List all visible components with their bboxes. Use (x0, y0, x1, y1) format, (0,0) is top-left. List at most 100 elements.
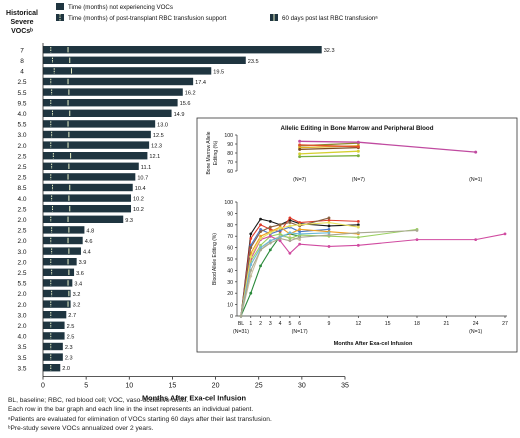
blood-point (268, 241, 272, 245)
blood-point (327, 245, 331, 248)
historical-voc-label: 3.5 (17, 344, 26, 351)
bar-value-label: 32.3 (324, 48, 335, 54)
blood-point (356, 231, 360, 235)
bar (43, 183, 133, 192)
blood-x-tick-label: 2 (259, 321, 262, 327)
bm-series-line (299, 144, 359, 148)
blood-point (249, 291, 253, 295)
footnote-a: ᵃPatients are evaluated for elimination … (8, 415, 272, 423)
blood-point (278, 226, 282, 230)
blood-point (503, 232, 507, 236)
bm-y-tick-label: 60 (227, 169, 233, 175)
blood-x-tick-label: 6 (298, 321, 301, 327)
bar (43, 300, 71, 308)
historical-voc-label: 2.5 (17, 228, 26, 235)
y-axis-heading: Severe (11, 19, 34, 26)
blood-point (278, 229, 282, 232)
blood-n-label: (N=31) (233, 329, 249, 335)
blood-x-tick-label: 15 (385, 321, 391, 327)
x-tick-label: 0 (41, 383, 45, 390)
blood-point (259, 223, 262, 227)
blood-point (356, 219, 360, 223)
blood-y-axis-title: Blood Allele Editing (%) (212, 233, 218, 285)
bar-value-label: 2.3 (65, 345, 73, 351)
historical-voc-label: 5.5 (17, 122, 26, 129)
blood-y-tick-label: 100 (224, 200, 233, 206)
blood-point (268, 234, 272, 238)
bar (43, 247, 81, 255)
blood-point (268, 227, 272, 231)
blood-point (327, 233, 331, 237)
bar (43, 332, 65, 340)
historical-voc-label: 2.5 (17, 175, 26, 182)
x-tick-label: 35 (341, 383, 349, 390)
blood-point (288, 224, 292, 228)
historical-voc-label: 7 (20, 47, 24, 54)
historical-voc-label: 3.0 (17, 312, 26, 319)
bm-point (298, 147, 302, 151)
bar (43, 120, 156, 128)
bar-value-label: 3.2 (73, 292, 81, 298)
blood-y-tick-label: 70 (227, 234, 233, 240)
bar-value-label: 16.2 (185, 91, 196, 97)
bm-series-line (299, 155, 359, 158)
blood-point (298, 227, 302, 231)
blood-x-tick-label: 4 (279, 321, 282, 327)
bm-y-tick-label: 90 (227, 142, 233, 148)
blood-point (288, 237, 292, 240)
historical-voc-label: 8.5 (17, 185, 26, 192)
bar-value-label: 2.5 (67, 334, 75, 340)
blood-point (327, 224, 331, 228)
blood-point (278, 232, 282, 236)
bm-point (356, 145, 360, 149)
blood-y-tick-label: 30 (227, 280, 233, 286)
blood-point (259, 227, 262, 231)
inset-title: Allelic Editing in Bone Marrow and Perip… (281, 125, 434, 132)
bar (43, 342, 63, 351)
bar (43, 67, 212, 75)
historical-voc-label: 2.0 (17, 323, 26, 330)
historical-voc-label: 4 (20, 69, 24, 76)
bar-value-label: 3.6 (76, 271, 84, 277)
blood-point (249, 237, 253, 240)
historical-voc-label: 2.5 (17, 270, 26, 277)
bar (43, 364, 61, 372)
blood-point (288, 251, 292, 255)
bm-point (356, 154, 360, 158)
bm-y-tick-label: 70 (227, 160, 233, 166)
historical-voc-label: 2.5 (17, 153, 26, 160)
historical-voc-label: 2.0 (17, 217, 26, 224)
historical-voc-label: 2.0 (17, 238, 26, 245)
bm-n-label: (N=7) (293, 177, 306, 183)
blood-point (278, 239, 282, 243)
x-tick-label: 20 (212, 383, 220, 390)
bar (43, 215, 124, 223)
legend-label-rbc: Time (months) of post-transplant RBC tra… (68, 15, 227, 22)
blood-point (288, 221, 292, 224)
blood-point (288, 239, 292, 243)
footnote-abbreviations: BL, baseline; RBC, red blood cell; VOC, … (8, 397, 189, 404)
bm-series-line (299, 146, 359, 151)
blood-y-tick-label: 20 (227, 291, 233, 297)
blood-y-tick-label: 0 (230, 314, 233, 320)
bm-y-axis-title: Editing (%) (213, 140, 219, 165)
bar (43, 353, 63, 361)
blood-point (298, 238, 302, 242)
bm-y-tick-label: 100 (224, 133, 233, 139)
blood-point (415, 238, 419, 242)
historical-voc-label: 3.0 (17, 132, 26, 139)
blood-x-tick-label: BL (238, 321, 244, 327)
blood-y-tick-label: 60 (227, 246, 233, 252)
blood-point (259, 230, 262, 234)
historical-voc-label: 8 (20, 58, 24, 65)
bar (43, 205, 132, 213)
bm-point (298, 139, 302, 143)
blood-y-tick-label: 10 (227, 303, 233, 309)
blood-point (259, 234, 262, 238)
bar (43, 77, 194, 86)
blood-series-line (240, 228, 418, 317)
bar-value-label: 9.3 (125, 218, 133, 224)
bar-value-label: 14.9 (174, 112, 185, 118)
historical-voc-label: 2.0 (17, 291, 26, 298)
blood-point (259, 237, 262, 240)
